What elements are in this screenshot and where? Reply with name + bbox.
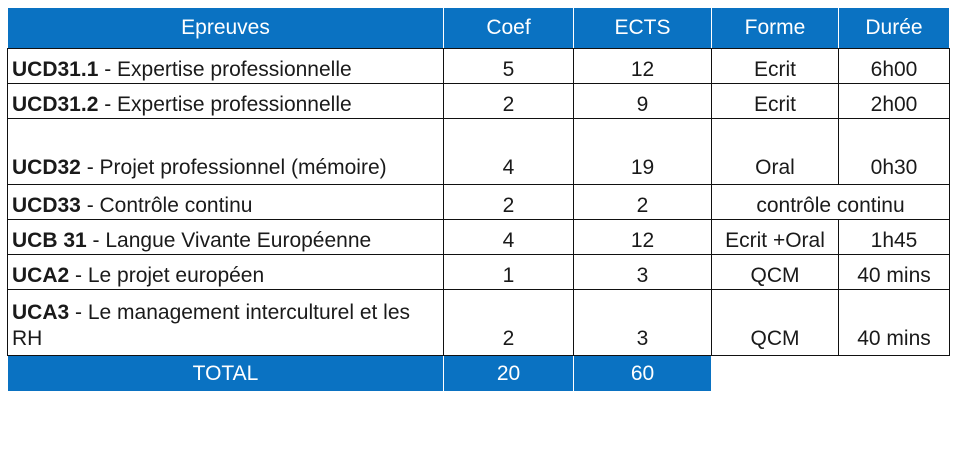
epreuve-cell: UCD31.1 - Expertise professionnelle [7, 48, 444, 84]
table-row: UCB 31 - Langue Vivante Européenne 4 12 … [7, 219, 950, 255]
total-ects: 60 [573, 355, 712, 392]
epreuve-code: UCD33 [12, 194, 81, 217]
header-coef: Coef [443, 7, 574, 49]
duree-cell: 1h45 [838, 219, 950, 255]
epreuve-code: UCD32 [12, 156, 81, 179]
table-row: UCD32 - Projet professionnel (mémoire) 4… [7, 118, 950, 185]
epreuve-label: - Expertise professionnelle [98, 58, 352, 81]
table-row: UCD31.2 - Expertise professionnelle 2 9 … [7, 83, 950, 119]
epreuve-label: - Le projet européen [69, 264, 265, 287]
coef-cell: 2 [443, 83, 574, 119]
ects-cell: 3 [573, 254, 712, 290]
coef-cell: 4 [443, 118, 574, 185]
ects-cell: 19 [573, 118, 712, 185]
header-ects: ECTS [573, 7, 712, 49]
coef-cell: 2 [443, 184, 574, 220]
table-row: UCA3 - Le management interculturel et le… [7, 289, 950, 356]
forme-duree-cell: contrôle continu [711, 184, 950, 220]
total-row: TOTAL 20 60 [7, 355, 950, 392]
duree-cell: 6h00 [838, 48, 950, 84]
forme-cell: Ecrit [711, 83, 839, 119]
epreuve-cell: UCB 31 - Langue Vivante Européenne [7, 219, 444, 255]
epreuve-cell: UCA3 - Le management interculturel et le… [7, 289, 444, 356]
duree-cell: 40 mins [838, 289, 950, 356]
total-label: TOTAL [7, 355, 444, 392]
epreuve-label: - Expertise professionnelle [98, 93, 352, 116]
epreuve-cell: UCD33 - Contrôle continu [7, 184, 444, 220]
coef-cell: 2 [443, 289, 574, 356]
epreuve-cell: UCD31.2 - Expertise professionnelle [7, 83, 444, 119]
forme-cell: Oral [711, 118, 839, 185]
epreuve-label: - Contrôle continu [80, 194, 253, 217]
coef-cell: 5 [443, 48, 574, 84]
ects-cell: 9 [573, 83, 712, 119]
forme-cell: QCM [711, 254, 839, 290]
duree-cell: 2h00 [838, 83, 950, 119]
epreuve-cell: UCA2 - Le projet européen [7, 254, 444, 290]
epreuve-label: - Le management interculturel et les RH [12, 301, 411, 350]
table-row: UCD33 - Contrôle continu 2 2 contrôle co… [7, 184, 950, 220]
epreuve-label: - Projet professionnel (mémoire) [80, 156, 387, 179]
coef-cell: 4 [443, 219, 574, 255]
ects-cell: 12 [573, 219, 712, 255]
header-forme: Forme [711, 7, 839, 49]
forme-cell: QCM [711, 289, 839, 356]
header-row: Epreuves Coef ECTS Forme Durée [7, 7, 950, 49]
epreuve-code: UCA2 [12, 264, 70, 287]
forme-cell: Ecrit [711, 48, 839, 84]
epreuve-label: - Langue Vivante Européenne [86, 229, 372, 252]
table-row: UCD31.1 - Expertise professionnelle 5 12… [7, 48, 950, 84]
total-coef: 20 [443, 355, 574, 392]
ects-cell: 3 [573, 289, 712, 356]
total-blank [711, 355, 950, 392]
epreuve-code: UCD31.1 [12, 58, 99, 81]
epreuve-code: UCD31.2 [12, 93, 99, 116]
epreuve-code: UCB 31 [12, 229, 87, 252]
duree-cell: 40 mins [838, 254, 950, 290]
table-row: UCA2 - Le projet européen 1 3 QCM 40 min… [7, 254, 950, 290]
exam-table: Epreuves Coef ECTS Forme Durée UCD31.1 -… [7, 7, 950, 392]
epreuve-cell: UCD32 - Projet professionnel (mémoire) [7, 118, 444, 185]
ects-cell: 2 [573, 184, 712, 220]
forme-cell: Ecrit +Oral [711, 219, 839, 255]
ects-cell: 12 [573, 48, 712, 84]
header-duree: Durée [838, 7, 950, 49]
epreuve-code: UCA3 [12, 301, 70, 324]
header-epreuves: Epreuves [7, 7, 444, 49]
coef-cell: 1 [443, 254, 574, 290]
duree-cell: 0h30 [838, 118, 950, 185]
